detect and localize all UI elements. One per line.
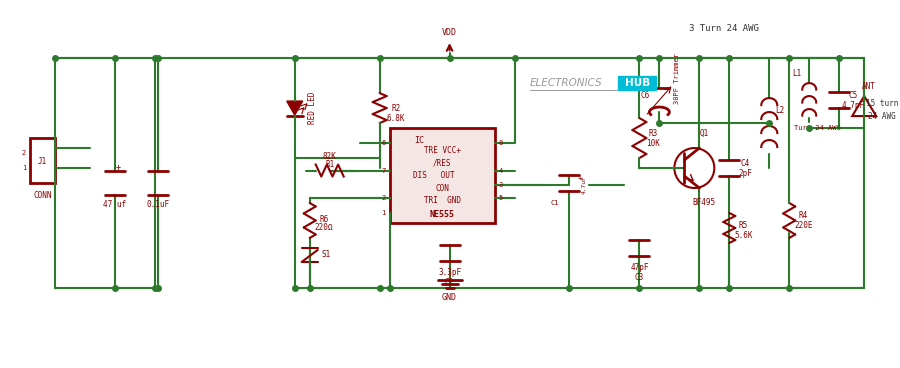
- Text: GND: GND: [442, 293, 457, 302]
- Text: 0.1uF: 0.1uF: [147, 201, 169, 209]
- Text: RED LED: RED LED: [308, 92, 317, 124]
- Bar: [390, 128, 494, 223]
- Text: 220Ω: 220Ω: [314, 223, 333, 233]
- Text: CONN: CONN: [33, 191, 52, 201]
- Text: 4: 4: [499, 167, 503, 174]
- Text: ELECTRONICS: ELECTRONICS: [529, 78, 602, 88]
- Text: C6: C6: [641, 91, 650, 100]
- Text: 6: 6: [382, 140, 386, 146]
- Text: 3.3pF: 3.3pF: [438, 268, 461, 277]
- Text: 4.7pF: 4.7pF: [842, 100, 865, 110]
- Text: L2: L2: [775, 106, 785, 114]
- Text: R1: R1: [325, 160, 334, 169]
- Text: 3: 3: [499, 183, 503, 188]
- Text: 47 uf: 47 uf: [104, 201, 127, 209]
- Text: C3: C3: [634, 273, 644, 282]
- Text: C5: C5: [849, 91, 858, 100]
- Bar: [618, 76, 656, 90]
- Text: 47pF: 47pF: [630, 263, 649, 272]
- Text: 3 Turn 24 AWG: 3 Turn 24 AWG: [689, 24, 760, 33]
- Text: C4: C4: [741, 159, 750, 167]
- Bar: [30, 138, 55, 183]
- Text: J1: J1: [37, 156, 47, 166]
- Text: Turn 24 AWG: Turn 24 AWG: [795, 125, 841, 131]
- Text: R2: R2: [391, 103, 401, 113]
- Text: C2: C2: [445, 279, 455, 287]
- Text: R4: R4: [798, 212, 808, 220]
- Text: HUB: HUB: [625, 78, 650, 88]
- Text: VDD: VDD: [442, 28, 457, 37]
- Text: R6: R6: [320, 216, 328, 224]
- Text: 7: 7: [382, 167, 386, 174]
- Text: 2pF: 2pF: [738, 169, 752, 177]
- Text: 2: 2: [382, 195, 386, 201]
- Text: 15 turn: 15 turn: [866, 99, 898, 107]
- Text: R3: R3: [649, 128, 658, 138]
- Text: 30PF Trimmer: 30PF Trimmer: [674, 53, 680, 104]
- Text: +: +: [115, 163, 121, 171]
- Text: 24 AWG: 24 AWG: [868, 112, 896, 121]
- Text: CON: CON: [435, 184, 449, 193]
- Text: 220E: 220E: [794, 222, 813, 230]
- Text: 8: 8: [499, 140, 503, 146]
- Text: DIS   OUT: DIS OUT: [413, 171, 454, 180]
- Text: 1: 1: [22, 165, 26, 171]
- Text: C1: C1: [550, 200, 559, 206]
- Text: R5: R5: [739, 222, 748, 230]
- Text: +: +: [577, 175, 581, 181]
- Text: 82K: 82K: [323, 152, 337, 161]
- Text: 6.8K: 6.8K: [386, 114, 405, 123]
- Text: 5.6K: 5.6K: [734, 231, 752, 240]
- Text: S1: S1: [321, 251, 330, 259]
- Text: 1: 1: [382, 210, 386, 216]
- Text: Q1: Q1: [699, 128, 709, 138]
- Text: 4.7uF: 4.7uF: [582, 176, 587, 194]
- Text: IC: IC: [415, 135, 425, 145]
- Polygon shape: [287, 101, 302, 115]
- Text: 5: 5: [499, 195, 503, 201]
- Text: TRI  GND: TRI GND: [424, 196, 461, 205]
- Text: L1: L1: [793, 68, 802, 78]
- Text: TRE VCC+: TRE VCC+: [424, 146, 461, 155]
- Text: 2: 2: [22, 150, 26, 156]
- Text: /RES: /RES: [433, 158, 451, 167]
- Text: NE555: NE555: [429, 210, 454, 219]
- Text: 10K: 10K: [646, 138, 661, 148]
- Text: BF495: BF495: [693, 198, 716, 208]
- Text: ANT: ANT: [862, 82, 876, 91]
